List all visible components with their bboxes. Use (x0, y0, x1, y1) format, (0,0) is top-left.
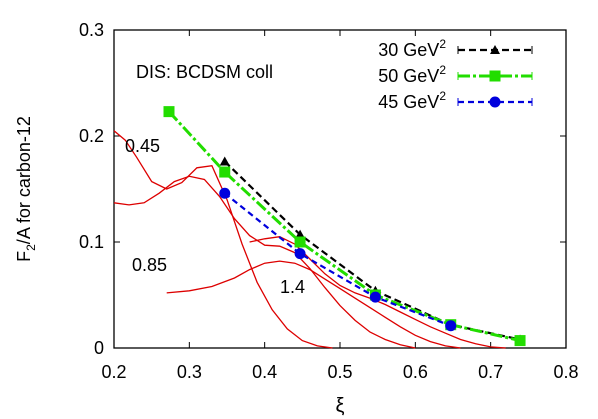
data-point-square (489, 70, 501, 82)
data-point-circle (445, 320, 457, 332)
model-curves (113, 130, 506, 349)
series-line (167, 110, 521, 343)
data-point-square (294, 236, 306, 248)
model-curve (113, 175, 416, 349)
y-axis-label-main: F (14, 251, 34, 262)
curve-label: 0.45 (125, 136, 160, 156)
data-point-square (514, 335, 526, 347)
legend-label: 50 GeV2 (378, 63, 446, 86)
data-point-circle (294, 248, 306, 260)
y-tick-label: 0.2 (79, 126, 104, 146)
data-point-triangle (219, 156, 230, 166)
x-tick-label: 0.3 (177, 362, 202, 382)
y-axis-label-sub: 2 (24, 244, 38, 251)
data-point-circle (369, 291, 381, 303)
y-tick-label: 0.1 (79, 232, 104, 252)
x-tick-label: 0.5 (327, 362, 352, 382)
y-tick-label: 0.3 (79, 20, 104, 40)
series-triangle (219, 156, 526, 344)
series-circle (219, 187, 457, 332)
model-curve (113, 130, 333, 349)
x-tick-label: 0.6 (403, 362, 428, 382)
data-series (163, 106, 526, 347)
data-point-triangle (295, 229, 306, 239)
x-tick-label: 0.2 (101, 362, 126, 382)
labels: 0.45 0.85 1.4 DIS: BCDSM coll ξ F2/A for carb… (14, 62, 345, 417)
model-curve (166, 260, 461, 349)
legend: 30 GeV2 50 GeV2 45 GeV2 (378, 37, 533, 112)
axes: 0.2 0.3 0.4 0.5 0.6 0.7 0.8 0 0.1 0.2 0.3 (79, 20, 579, 382)
legend-label: 30 GeV2 (378, 37, 446, 60)
annotation: DIS: BCDSM coll (136, 62, 273, 82)
curve-label: 0.85 (132, 255, 167, 275)
data-point-square (219, 166, 231, 178)
x-tick-label: 0.7 (478, 362, 503, 382)
curve-label: 1.4 (280, 277, 305, 297)
legend-label: 45 GeV2 (378, 89, 446, 112)
x-axis-label: ξ (336, 395, 345, 417)
data-point-square (163, 106, 175, 118)
data-point-circle (489, 96, 501, 108)
y-axis-label: F2/A for carbon-12 (14, 116, 38, 262)
data-point-triangle (490, 45, 500, 54)
series-line (223, 160, 521, 341)
legend-entry: 30 GeV2 (378, 37, 533, 60)
x-tick-label: 0.4 (252, 362, 277, 382)
y-axis-label-rest: /A for carbon-12 (14, 116, 34, 244)
x-tick-label: 0.8 (553, 362, 578, 382)
series-line (224, 192, 452, 327)
data-point-circle (219, 187, 231, 199)
legend-entry: 45 GeV2 (378, 89, 533, 112)
y-tick-label: 0 (94, 338, 104, 358)
legend-entry: 50 GeV2 (378, 63, 533, 86)
